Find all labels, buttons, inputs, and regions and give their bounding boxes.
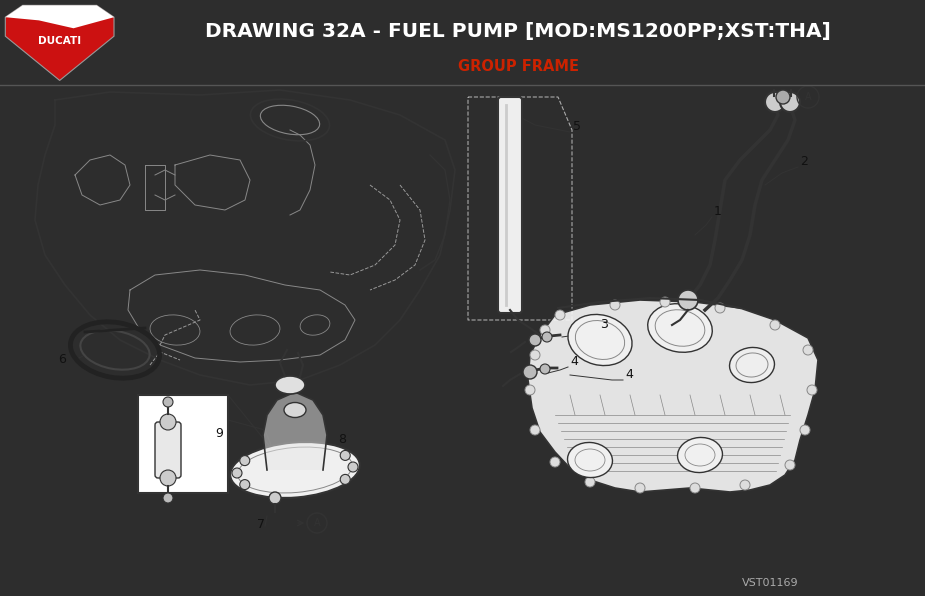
Circle shape <box>800 425 810 435</box>
Circle shape <box>240 455 250 465</box>
Text: VST01169: VST01169 <box>742 578 798 588</box>
Circle shape <box>765 92 785 112</box>
Text: 6: 6 <box>58 353 66 366</box>
Circle shape <box>678 290 698 310</box>
Ellipse shape <box>284 402 306 418</box>
Text: GROUP FRAME: GROUP FRAME <box>458 59 578 74</box>
Text: 4: 4 <box>625 368 633 381</box>
Circle shape <box>240 480 250 489</box>
Text: 3: 3 <box>600 318 608 331</box>
Circle shape <box>525 385 535 395</box>
Text: DRAWING 32A - FUEL PUMP [MOD:MS1200PP;XST:THA]: DRAWING 32A - FUEL PUMP [MOD:MS1200PP;XS… <box>205 22 831 41</box>
Circle shape <box>269 492 281 504</box>
Text: A: A <box>314 518 320 528</box>
Circle shape <box>160 414 176 430</box>
Text: DUCATI: DUCATI <box>38 36 81 46</box>
Circle shape <box>770 320 780 330</box>
Circle shape <box>523 365 537 379</box>
Circle shape <box>555 310 565 320</box>
Polygon shape <box>528 300 818 492</box>
PathPatch shape <box>6 5 114 28</box>
Circle shape <box>780 92 800 112</box>
Circle shape <box>160 470 176 486</box>
Circle shape <box>530 350 540 360</box>
Ellipse shape <box>568 442 612 477</box>
Circle shape <box>540 364 550 374</box>
Text: 8: 8 <box>338 433 346 446</box>
Circle shape <box>530 425 540 435</box>
FancyBboxPatch shape <box>498 97 522 313</box>
Circle shape <box>163 493 173 503</box>
FancyBboxPatch shape <box>138 395 228 493</box>
Text: 2: 2 <box>800 155 808 168</box>
Circle shape <box>803 345 813 355</box>
Circle shape <box>348 462 358 472</box>
Circle shape <box>232 468 242 478</box>
Circle shape <box>785 460 795 470</box>
Circle shape <box>542 332 552 342</box>
Circle shape <box>585 477 595 487</box>
Ellipse shape <box>230 442 360 498</box>
Polygon shape <box>263 392 327 470</box>
Circle shape <box>340 474 351 485</box>
Text: 1: 1 <box>714 205 722 218</box>
Circle shape <box>635 483 645 493</box>
Circle shape <box>610 300 620 310</box>
Circle shape <box>540 325 550 335</box>
Circle shape <box>163 397 173 407</box>
Text: 5: 5 <box>573 120 581 133</box>
Circle shape <box>660 297 670 307</box>
Circle shape <box>715 303 725 313</box>
Ellipse shape <box>568 315 632 365</box>
Circle shape <box>550 457 560 467</box>
Text: A: A <box>805 92 811 102</box>
Circle shape <box>690 483 700 493</box>
Ellipse shape <box>648 304 712 352</box>
Circle shape <box>776 90 790 104</box>
Circle shape <box>529 334 541 346</box>
Ellipse shape <box>730 347 774 383</box>
Text: 9: 9 <box>215 427 223 440</box>
Circle shape <box>740 480 750 490</box>
Ellipse shape <box>275 376 305 394</box>
Text: 7: 7 <box>257 518 265 531</box>
Ellipse shape <box>677 437 722 473</box>
PathPatch shape <box>6 5 114 80</box>
Circle shape <box>807 385 817 395</box>
FancyBboxPatch shape <box>155 422 181 478</box>
Circle shape <box>340 451 351 460</box>
Text: 4: 4 <box>570 355 578 368</box>
